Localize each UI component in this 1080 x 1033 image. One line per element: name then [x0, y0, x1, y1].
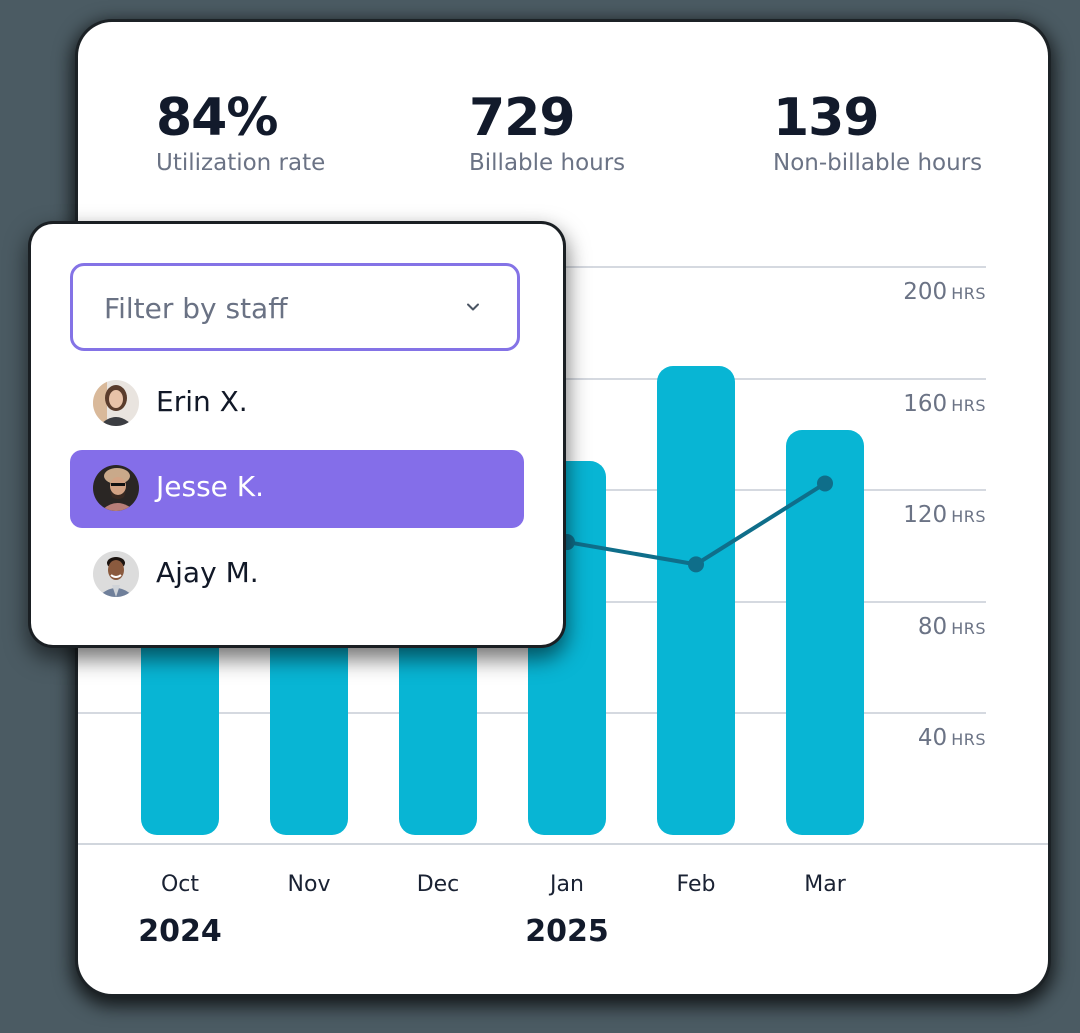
x-axis-label: Dec — [416, 872, 460, 897]
kpi-row: 84% Utilization rate 729 Billable hours … — [78, 22, 1048, 222]
staff-filter-dropdown: Filter by staff Erin X. Jesse K. Ajay M. — [31, 224, 563, 645]
kpi-value: 139 — [773, 88, 880, 148]
y-axis-tick: 80 HRS — [918, 614, 986, 640]
y-tick-unit: HRS — [951, 395, 986, 415]
y-tick-unit: HRS — [951, 284, 986, 303]
x-axis-label: Oct — [160, 872, 200, 897]
x-axis-label: Feb — [676, 872, 716, 897]
x-axis-label: Nov — [287, 872, 331, 897]
line-point[interactable] — [559, 534, 575, 551]
y-axis-tick: 200 HRS — [903, 279, 986, 305]
line-point[interactable] — [817, 475, 833, 492]
staff-option-jesse[interactable]: Jesse K. — [70, 450, 524, 528]
line-point[interactable] — [688, 556, 704, 573]
avatar — [93, 465, 139, 511]
year-label: 2024 — [138, 914, 222, 949]
avatar — [93, 551, 139, 597]
kpi-label: Non-billable hours — [773, 150, 983, 176]
y-axis-tick: 120 HRS — [903, 502, 986, 528]
y-axis-tick: 160 HRS — [903, 391, 986, 417]
kpi-label: Utilization rate — [156, 150, 326, 176]
staff-option-name: Erin X. — [156, 385, 248, 418]
staff-option-name: Ajay M. — [156, 556, 259, 589]
staff-option-ajay[interactable]: Ajay M. — [70, 536, 524, 614]
x-axis-baseline — [78, 843, 1048, 845]
kpi-label: Billable hours — [469, 150, 626, 176]
y-tick-unit: HRS — [951, 507, 986, 527]
chevron-down-icon — [467, 303, 479, 311]
kpi-utilization: 84% Utilization rate — [156, 86, 325, 178]
year-label: 2025 — [525, 914, 609, 949]
y-axis-tick: 40 HRS — [918, 725, 986, 751]
y-tick-value: 40 — [917, 725, 948, 752]
avatar — [93, 380, 139, 426]
x-axis-label: Mar — [804, 872, 846, 897]
staff-filter-placeholder: Filter by staff — [104, 292, 288, 325]
x-axis-label: Jan — [550, 872, 584, 897]
staff-option-erin[interactable]: Erin X. — [70, 365, 524, 443]
kpi-billable: 729 Billable hours — [469, 86, 625, 178]
y-tick-value: 120 — [903, 502, 948, 529]
bar-feb[interactable] — [657, 366, 735, 835]
y-tick-value: 80 — [917, 613, 948, 640]
kpi-non-billable: 139 Non-billable hours — [773, 86, 982, 178]
y-tick-unit: HRS — [951, 618, 986, 638]
staff-filter-select[interactable]: Filter by staff — [70, 263, 520, 351]
y-tick-unit: HRS — [951, 730, 986, 750]
y-tick-value: 160 — [903, 390, 948, 417]
kpi-value: 729 — [469, 88, 576, 148]
y-tick-value: 200 — [903, 279, 948, 305]
staff-option-name: Jesse K. — [156, 470, 265, 503]
kpi-value: 84% — [156, 88, 278, 148]
